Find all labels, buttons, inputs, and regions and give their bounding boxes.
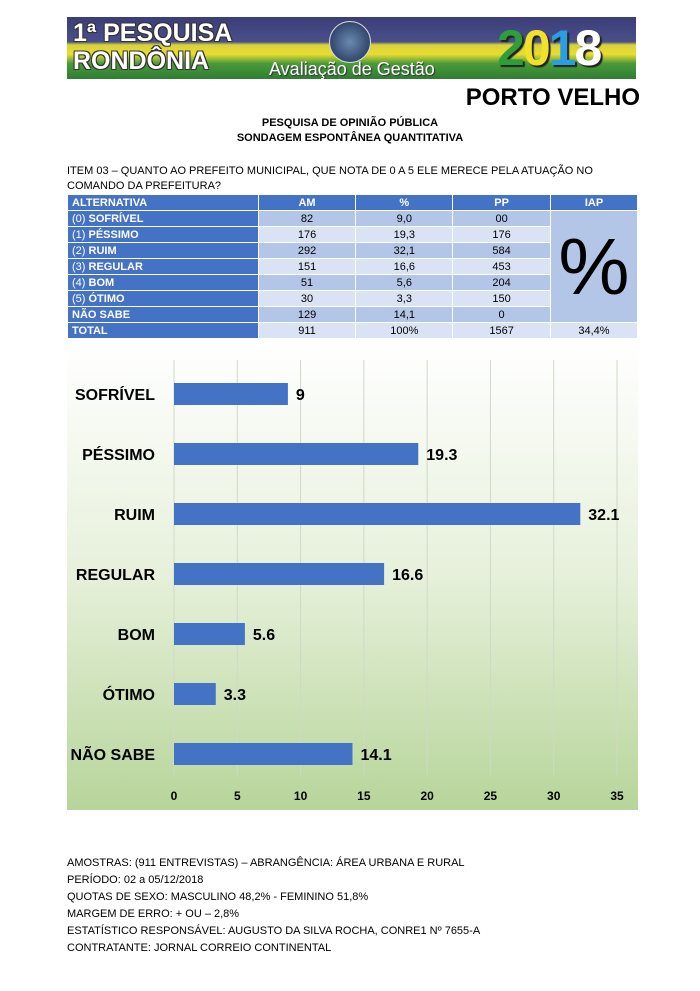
footer-line: MARGEM DE ERRO: + OU – 2,8% — [67, 908, 240, 920]
alternative-cell: (3) REGULAR — [67, 258, 259, 275]
table-header-row: ALTERNATIVA AM % PP IAP — [67, 194, 639, 211]
pct-cell: 32,1 — [355, 242, 454, 259]
data-label: 32.1 — [588, 507, 619, 524]
banner-line2: RONDÔNIA — [73, 47, 210, 75]
iap-percent-symbol: % — [549, 210, 639, 323]
pp-cell: 00 — [452, 210, 551, 227]
pct-cell: 3,3 — [355, 290, 454, 307]
total-pct: 100% — [355, 322, 454, 339]
bar — [174, 443, 419, 465]
category-label: RUIM — [114, 507, 155, 524]
x-tick-label: 35 — [610, 789, 624, 803]
col-header: ALTERNATIVA — [67, 194, 259, 211]
pp-cell: 0 — [452, 306, 551, 323]
total-am: 911 — [257, 322, 357, 339]
table-row: (5) ÓTIMO 30 3,3 150 — [67, 290, 638, 307]
footer-line: PERÍODO: 02 a 05/12/2018 — [67, 874, 204, 886]
bar — [174, 683, 216, 705]
bar — [174, 563, 385, 585]
col-header: % — [355, 194, 454, 211]
banner-year: 2018 — [497, 20, 602, 76]
am-cell: 151 — [257, 258, 357, 275]
alternative-cell: (4) BOM — [67, 274, 259, 291]
am-cell: 30 — [257, 290, 357, 307]
am-cell: 129 — [257, 306, 357, 323]
x-tick-label: 10 — [294, 789, 308, 803]
table-row: (3) REGULAR 151 16,6 453 — [67, 258, 638, 275]
pp-cell: 176 — [452, 226, 551, 243]
banner-line1: 1ª PESQUISA — [73, 19, 233, 47]
question-text: ITEM 03 – QUANTO AO PREFEITO MUNICIPAL, … — [67, 165, 593, 192]
total-label: TOTAL — [67, 322, 259, 339]
footer-notes: AMOSTRAS: (911 ENTREVISTAS) – ABRANGÊNCI… — [67, 855, 480, 957]
city-title: PORTO VELHO — [465, 84, 640, 111]
data-label: 3.3 — [224, 687, 246, 704]
data-label: 9 — [296, 387, 305, 404]
table-row: NÃO SABE 129 14,1 0 — [67, 306, 638, 323]
x-tick-label: 0 — [171, 789, 178, 803]
pct-cell: 5,6 — [355, 274, 454, 291]
category-label: ÓTIMO — [103, 685, 155, 704]
chart-svg: 0 5 10 15 20 25 30 35 SOFRÍVEL 9 PÉSSIMO 19.3 RUIM 32… — [71, 360, 624, 803]
category-label: NÃO SABE — [71, 744, 156, 764]
table-row: (2) RUIM 292 32,1 584 — [67, 242, 638, 259]
header-line2: SONDAGEM ESPONTÂNEA QUANTITATIVA — [236, 132, 464, 144]
pct-cell: 14,1 — [355, 306, 454, 323]
x-tick-label: 15 — [357, 789, 371, 803]
category-label: BOM — [118, 627, 155, 644]
category-label: SOFRÍVEL — [75, 385, 155, 404]
alternative-cell: NÃO SABE — [67, 306, 259, 323]
pct-cell: 19,3 — [355, 226, 454, 243]
pp-cell: 453 — [452, 258, 551, 275]
bar — [174, 503, 581, 525]
pp-cell: 150 — [452, 290, 551, 307]
x-tick-label: 20 — [420, 789, 434, 803]
results-table: ALTERNATIVA AM % PP IAP (0) SOFRÍVEL 82 … — [67, 194, 639, 339]
banner: 1ª PESQUISA RONDÔNIA Avaliação de Gestão… — [67, 17, 636, 79]
am-cell: 51 — [257, 274, 357, 291]
footer-line: CONTRATANTE: JORNAL CORREIO CONTINENTAL — [67, 942, 332, 954]
total-iap: 34,4% — [549, 322, 639, 339]
total-pp: 1567 — [452, 322, 551, 339]
alternative-cell: (1) PÉSSIMO — [67, 226, 259, 243]
pp-cell: 204 — [452, 274, 551, 291]
pct-cell: 16,6 — [355, 258, 454, 275]
data-label: 16.6 — [392, 567, 423, 584]
footer-line: QUOTAS DE SEXO: MASCULINO 48,2% - FEMINI… — [67, 891, 369, 903]
col-header: AM — [257, 194, 357, 211]
data-label: 19.3 — [426, 447, 457, 464]
am-cell: 82 — [257, 210, 357, 227]
banner-subtitle: Avaliação de Gestão — [269, 59, 435, 79]
data-label: 14.1 — [360, 747, 391, 764]
total-row: TOTAL 911 100% 1567 34,4% — [67, 322, 639, 339]
alternative-cell: (5) ÓTIMO — [67, 290, 259, 307]
x-tick-label: 25 — [484, 789, 498, 803]
col-header: PP — [452, 194, 551, 211]
table-row: (0) SOFRÍVEL 82 9,0 00% — [67, 210, 639, 323]
data-label: 5.6 — [253, 627, 275, 644]
pct-cell: 9,0 — [355, 210, 454, 227]
footer-line: ESTATÍSTICO RESPONSÁVEL: AUGUSTO DA SILV… — [67, 925, 481, 937]
table-row: (1) PÉSSIMO 176 19,3 176 — [67, 226, 638, 243]
category-label: REGULAR — [76, 567, 156, 584]
bar — [174, 623, 245, 645]
am-cell: 292 — [257, 242, 357, 259]
alternative-cell: (2) RUIM — [67, 242, 259, 259]
x-tick-label: 30 — [547, 789, 561, 803]
x-tick-label: 5 — [234, 789, 241, 803]
am-cell: 176 — [257, 226, 357, 243]
col-header: IAP — [549, 194, 639, 211]
bar-chart: 0 5 10 15 20 25 30 35 SOFRÍVEL 9 PÉSSIMO 19.3 RUIM 32… — [67, 345, 638, 810]
bar — [174, 743, 353, 765]
phoenix-logo-icon — [329, 21, 371, 63]
category-label: PÉSSIMO — [82, 445, 155, 464]
alternative-cell: (0) SOFRÍVEL — [67, 210, 259, 227]
pp-cell: 584 — [452, 242, 551, 259]
header-line1: PESQUISA DE OPINIÃO PÚBLICA — [261, 117, 439, 129]
bar — [174, 383, 288, 405]
footer-line: AMOSTRAS: (911 ENTREVISTAS) – ABRANGÊNCI… — [67, 857, 465, 869]
